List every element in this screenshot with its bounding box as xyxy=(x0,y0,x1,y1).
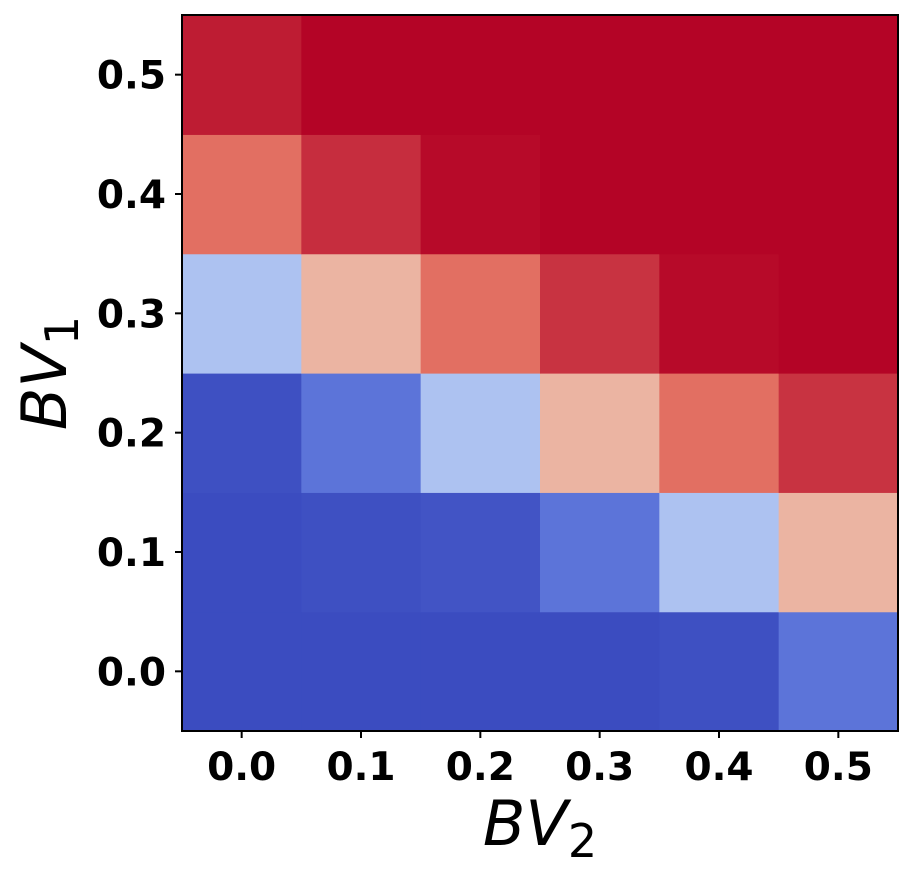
heatmap-cell xyxy=(778,373,899,493)
x-axis-ticks: 0.0 0.1 0.2 0.3 0.4 0.5 xyxy=(207,731,873,790)
y-axis-label-base: BV xyxy=(8,341,81,431)
y-tick-label: 0.0 xyxy=(97,650,166,695)
heatmap-cell xyxy=(301,373,422,493)
heatmap-cell xyxy=(420,611,541,732)
heatmap-cell xyxy=(182,253,302,374)
heatmap-cell xyxy=(420,492,541,613)
x-tick-label: 0.0 xyxy=(207,745,276,790)
heatmap-cell xyxy=(182,15,302,135)
heatmap-cell xyxy=(182,611,302,732)
heatmap-cell xyxy=(301,492,422,613)
heatmap-cell xyxy=(778,253,899,374)
y-tick-label: 0.2 xyxy=(97,412,166,457)
heatmap-cell xyxy=(540,492,660,613)
heatmap-cell xyxy=(182,373,302,493)
x-axis-label-base: BV xyxy=(483,787,573,860)
x-tick-label: 0.1 xyxy=(326,745,395,790)
heatmap-cell xyxy=(659,611,780,732)
heatmap-cell xyxy=(301,15,422,135)
heatmap-cell xyxy=(659,373,780,493)
heatmap-cell xyxy=(659,492,780,613)
heatmap-cell xyxy=(301,253,422,374)
heatmap-cells xyxy=(182,15,899,732)
x-tick-label: 0.3 xyxy=(565,745,634,790)
heatmap-cell xyxy=(420,253,541,374)
heatmap-cell xyxy=(420,373,541,493)
heatmap-cell xyxy=(420,134,541,255)
heatmap-cell xyxy=(301,134,422,255)
y-tick-label: 0.5 xyxy=(97,54,166,99)
heatmap-cell xyxy=(540,15,660,135)
heatmap-cell xyxy=(540,611,660,732)
heatmap-cell xyxy=(659,134,780,255)
heatmap-cell xyxy=(778,134,899,255)
y-axis-label: BV1 xyxy=(8,316,89,430)
heatmap-cell xyxy=(540,134,660,255)
y-tick-label: 0.3 xyxy=(97,292,166,337)
heatmap-cell xyxy=(778,492,899,613)
x-tick-label: 0.4 xyxy=(684,745,753,790)
y-tick-label: 0.1 xyxy=(97,531,166,576)
heatmap-cell xyxy=(182,134,302,255)
heatmap-cell xyxy=(182,492,302,613)
y-tick-label: 0.4 xyxy=(97,173,166,218)
x-tick-label: 0.5 xyxy=(804,745,873,790)
y-axis-label-subscript: 1 xyxy=(35,316,89,345)
heatmap-cell xyxy=(778,611,899,732)
heatmap-cell xyxy=(540,253,660,374)
heatmap-cell xyxy=(659,15,780,135)
x-axis-label: BV2 xyxy=(483,787,597,868)
heatmap-cell xyxy=(540,373,660,493)
y-axis-ticks: 0.0 0.1 0.2 0.3 0.4 0.5 xyxy=(97,54,182,695)
heatmap-cell xyxy=(659,253,780,374)
heatmap-cell xyxy=(420,15,541,135)
x-tick-label: 0.2 xyxy=(446,745,515,790)
heatmap-cell xyxy=(301,611,422,732)
heatmap-cell xyxy=(778,15,899,135)
plot-frame xyxy=(181,14,899,732)
x-axis-label-subscript: 2 xyxy=(568,814,597,868)
